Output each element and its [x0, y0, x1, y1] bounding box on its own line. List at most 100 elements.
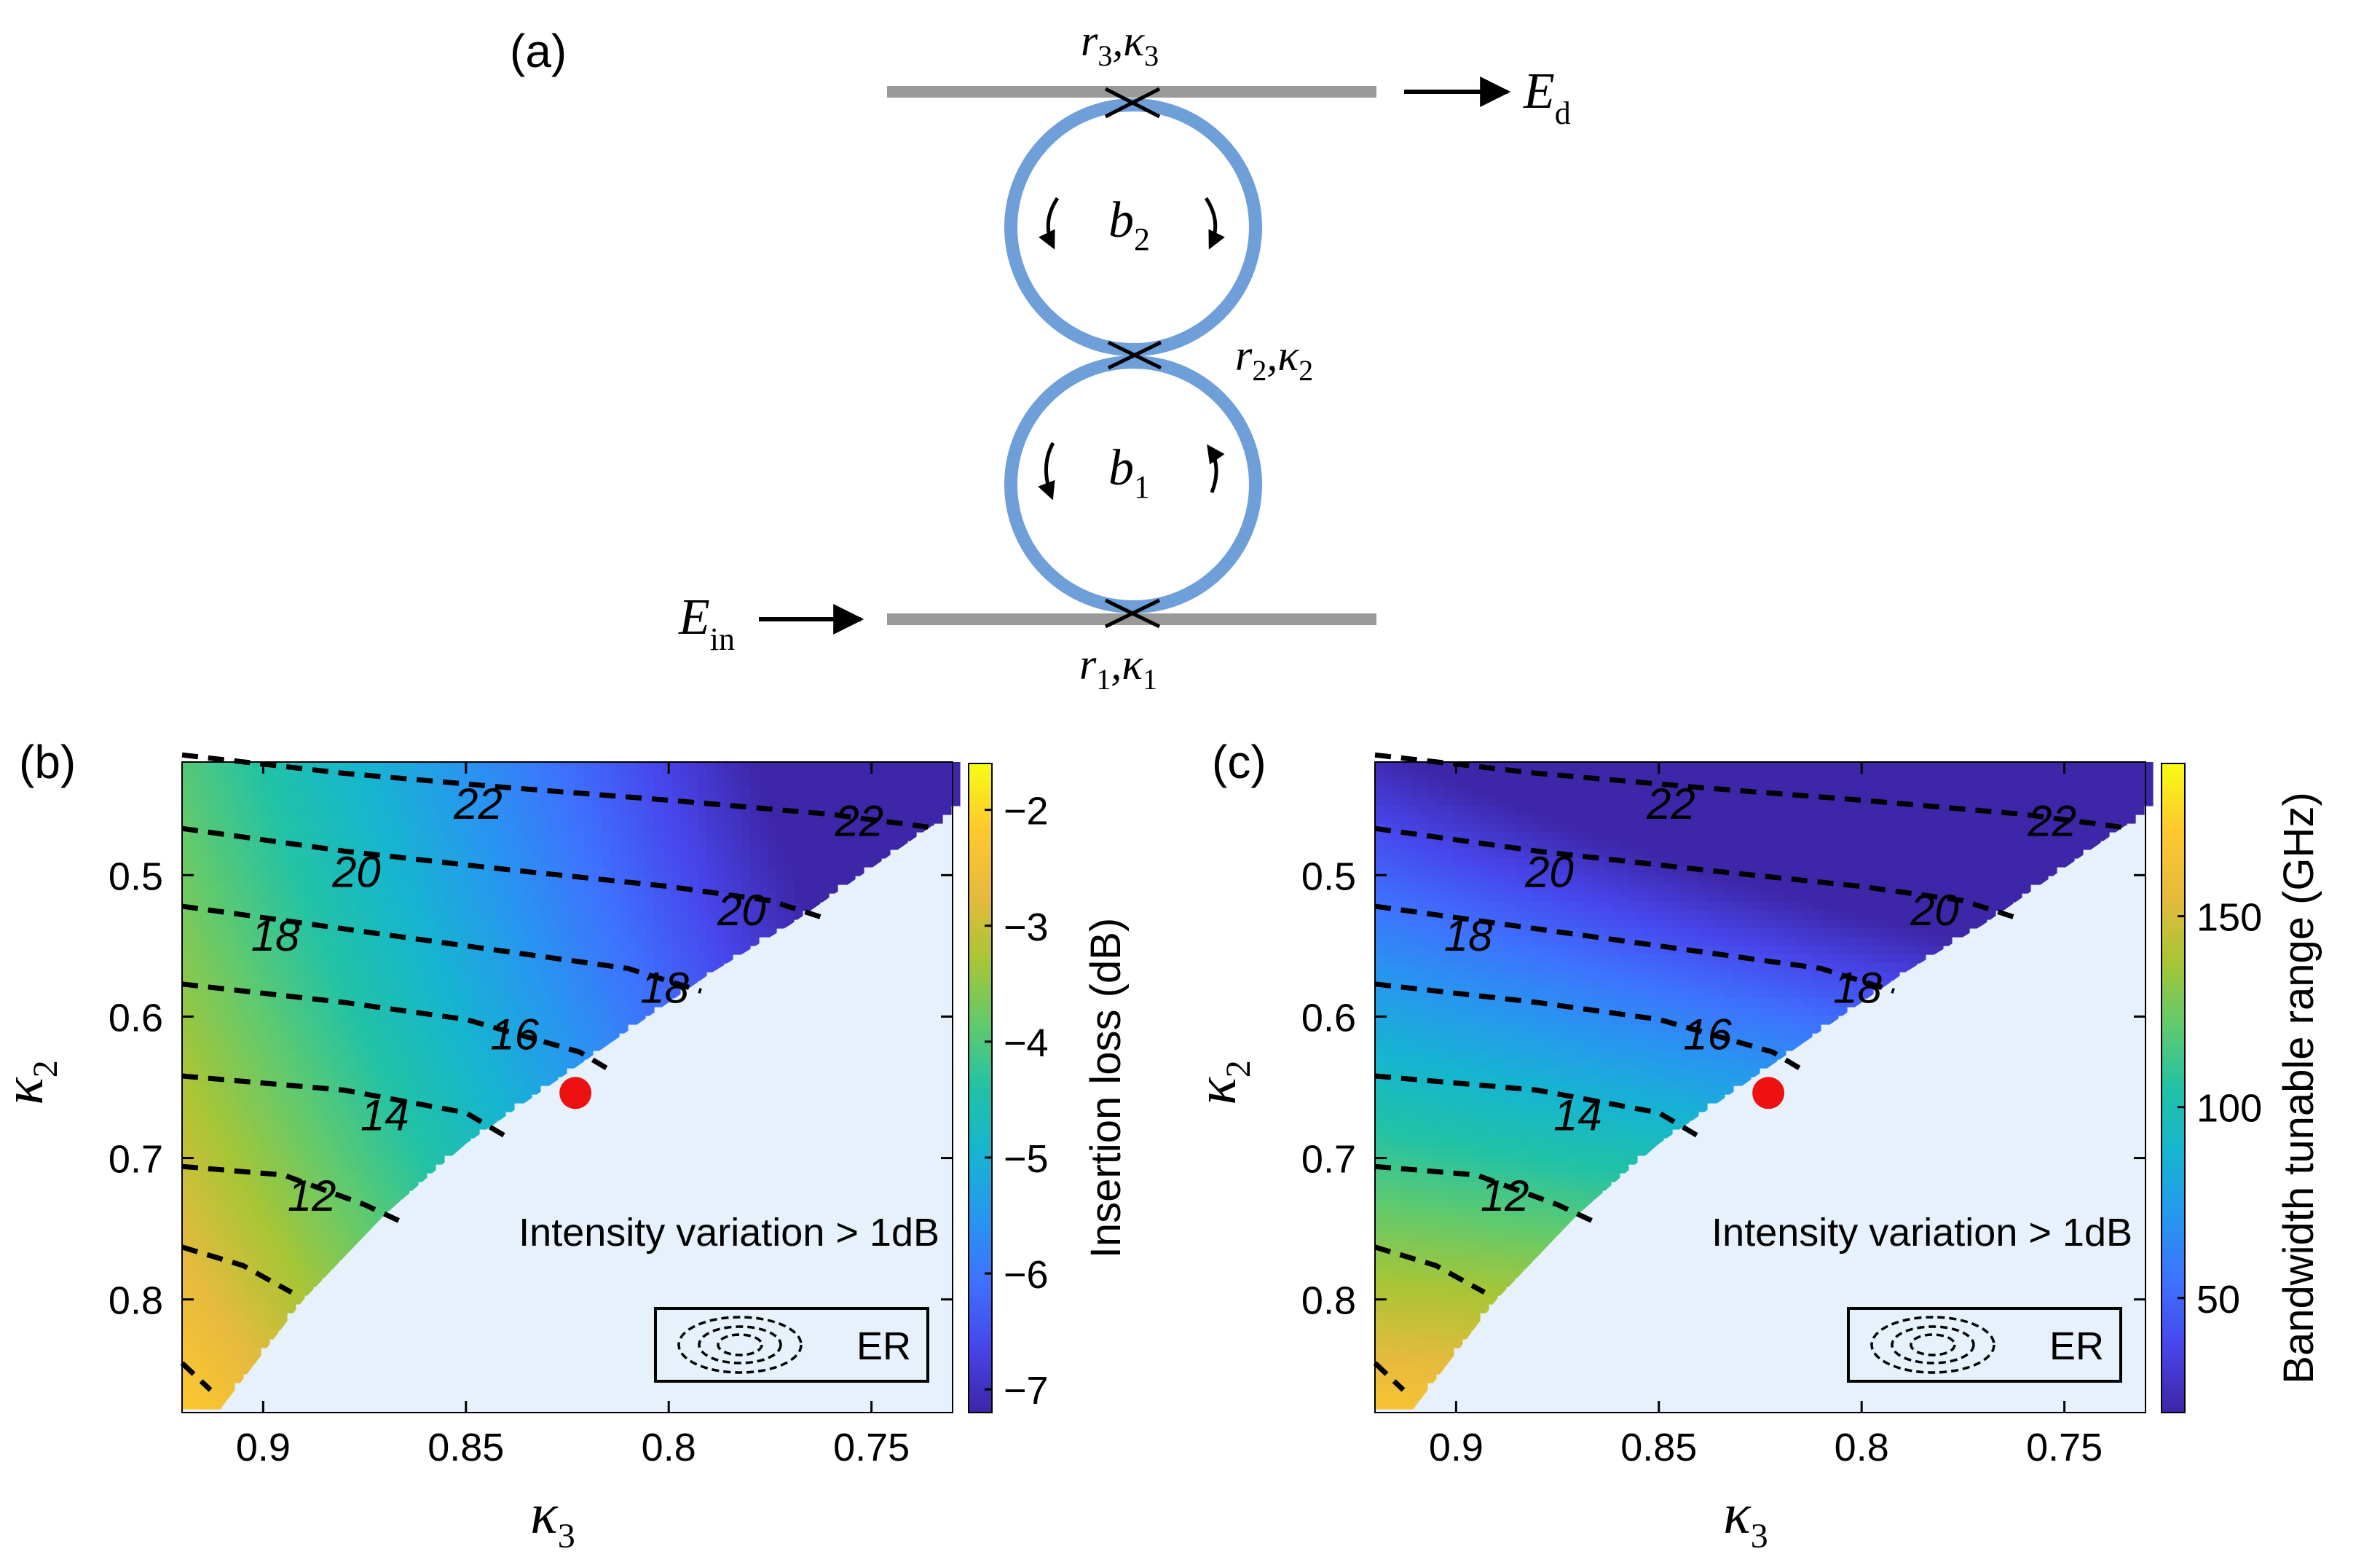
panel-b-heatmap-cell: [899, 771, 908, 780]
panel-b-heatmap-cell: [540, 797, 550, 806]
panel-b-heatmap-cell: [383, 797, 393, 806]
panel-b-heatmap-cell: [331, 1024, 340, 1034]
panel-c-heatmap-cell: [1471, 876, 1481, 885]
panel-b-heatmap-cell: [401, 963, 410, 973]
panel-c-heatmap-cell: [1419, 1007, 1428, 1016]
panel-b-heatmap-cell: [304, 1217, 314, 1226]
panel-c-heatmap-cell: [1462, 1016, 1472, 1025]
panel-b-heatmap-cell: [593, 928, 602, 938]
panel-b-heatmap-cell: [357, 893, 366, 903]
panel-b-heatmap-cell: [488, 771, 497, 780]
panel-c-heatmap-cell: [1585, 1033, 1594, 1042]
panel-c-heatmap-cell: [1392, 1077, 1402, 1086]
panel-b-heatmap-cell: [243, 797, 253, 806]
panel-b-heatmap-cell: [191, 946, 200, 955]
panel-b-heatmap-cell: [322, 1077, 331, 1086]
panel-c-heatmap-cell: [1410, 1085, 1419, 1095]
panel-c-heatmap-cell: [1436, 823, 1446, 833]
panel-c-heatmap-cell: [1427, 1287, 1437, 1296]
panel-c-heatmap-cell: [1401, 1365, 1411, 1375]
panel-c-heatmap-cell: [1454, 1330, 1463, 1340]
panel-c-heatmap-cell: [1489, 884, 1498, 894]
panel-b-heatmap-cell: [724, 841, 733, 850]
panel-b-heatmap-cell: [261, 1295, 270, 1305]
panel-b-heatmap-cell: [191, 919, 200, 929]
panel-b-heatmap-cell: [872, 788, 882, 798]
panel-c-heatmap-cell: [1392, 1365, 1402, 1375]
panel-c-heatmap-cell: [1524, 1024, 1533, 1034]
panel-c-heatmap-cell: [1384, 858, 1393, 868]
panel-b-heatmap-cell: [436, 814, 445, 824]
panel-b-heatmap-cell: [470, 876, 480, 885]
panel-b-heatmap-cell: [418, 963, 427, 973]
panel-b-heatmap-cell: [505, 788, 515, 798]
panel-c-heatmap-cell: [1410, 1120, 1419, 1130]
panel-b-heatmap-cell: [261, 893, 270, 903]
output-field-label: Ed: [1523, 63, 1571, 131]
panel-b-heatmap-cell: [357, 1225, 366, 1235]
panel-c-heatmap-cell: [1480, 1120, 1489, 1130]
panel-b-heatmap-cell: [357, 989, 366, 999]
panel-b-heatmap-cell: [444, 1024, 454, 1034]
panel-b-heatmap-cell: [366, 893, 375, 903]
panel-b-heatmap-cell: [226, 1330, 235, 1340]
panel-b-heatmap-cell: [182, 919, 192, 929]
panel-b-heatmap-cell: [191, 814, 200, 824]
panel-b-heatmap-cell: [628, 972, 637, 981]
panel-b-heatmap-cell: [698, 963, 707, 973]
panel-b-heatmap-cell: [208, 1129, 218, 1139]
panel-b-heatmap-cell: [811, 858, 821, 868]
panel-b-heatmap-cell: [689, 902, 698, 911]
panel-c-heatmap-cell: [1436, 788, 1446, 798]
panel-b-heatmap-cell: [278, 1051, 288, 1060]
panel-b-heatmap-cell: [217, 1348, 226, 1357]
panel-b-heatmap-cell: [217, 893, 226, 903]
panel-c-heatmap-cell: [1532, 1234, 1542, 1244]
panel-b-heatmap-cell: [235, 1339, 244, 1348]
panel-b-heatmap-cell: [811, 762, 821, 771]
panel-c-heatmap-cell: [1392, 1173, 1402, 1182]
panel-c-heatmap-cell: [1392, 771, 1402, 780]
panel-c-heatmap-cell: [1541, 1016, 1550, 1025]
panel-b-heatmap-cell: [217, 1217, 226, 1226]
panel-c-heatmap-cell: [1445, 1120, 1454, 1130]
panel-b-heatmap-cell: [392, 954, 401, 964]
panel-b-heatmap-cell: [235, 1330, 244, 1340]
panel-b-heatmap-cell: [523, 1051, 532, 1060]
panel-b-heatmap-cell: [296, 1016, 305, 1025]
panel-c-heatmap-cell: [1567, 1085, 1577, 1095]
panel-b-heatmap-cell: [200, 1348, 209, 1357]
panel-b-heatmap-cell: [619, 981, 629, 990]
panel-c-heatmap-cell: [1436, 1016, 1446, 1025]
panel-c-heatmap-cell: [1497, 1260, 1507, 1270]
panel-c-heatmap-cell: [1585, 1077, 1594, 1086]
panel-c-heatmap-cell: [1576, 963, 1585, 973]
panel-c-heatmap-cell: [1550, 1033, 1559, 1042]
panel-b-heatmap-cell: [488, 1016, 497, 1025]
panel-b-heatmap-cell: [462, 998, 471, 1008]
panel-b-heatmap-cell: [593, 823, 602, 833]
panel-c-heatmap-cell: [1567, 867, 1577, 876]
panel-b-heatmap-cell: [523, 1085, 532, 1095]
panel-b-heatmap-cell: [261, 946, 270, 955]
panel-c-heatmap-cell: [1454, 1155, 1463, 1165]
panel-c-heatmap-cell: [1489, 1260, 1498, 1270]
panel-c-heatmap-cell: [1410, 928, 1419, 938]
panel-b-heatmap-cell: [724, 867, 733, 876]
panel-b-heatmap-cell: [698, 762, 707, 771]
panel-b-heatmap-cell: [366, 1068, 375, 1077]
panel-b-heatmap-cell: [313, 1252, 323, 1261]
panel-b-heatmap-cell: [706, 771, 716, 780]
panel-c-heatmap-cell: [1392, 1287, 1402, 1296]
panel-b-heatmap-cell: [200, 1391, 209, 1401]
panel-c-heatmap-cell: [1585, 1173, 1594, 1182]
panel-c-heatmap-cell: [1419, 928, 1428, 938]
panel-b-heatmap-cell: [252, 981, 261, 990]
panel-b-heatmap-cell: [907, 788, 917, 798]
panel-c-heatmap-cell: [1410, 1374, 1419, 1383]
panel-b-heatmap-cell: [401, 1155, 410, 1165]
panel-c-heatmap-cell: [1576, 841, 1585, 850]
panel-b-heatmap-cell: [593, 911, 602, 920]
panel-c-heatmap-cell: [1375, 849, 1384, 859]
panel-b-heatmap-cell: [182, 1287, 192, 1296]
